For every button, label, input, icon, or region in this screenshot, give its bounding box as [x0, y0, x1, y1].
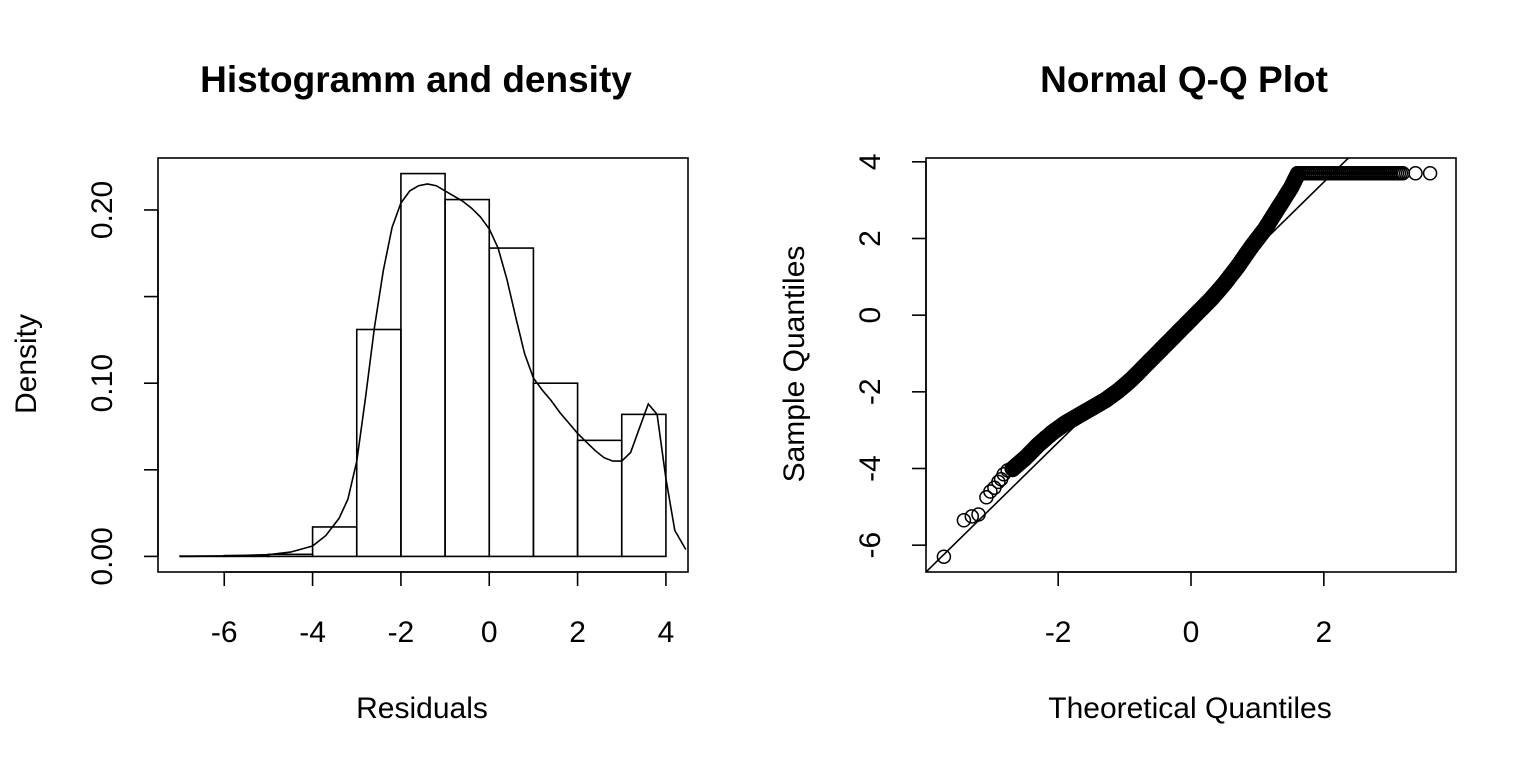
histogram-x-tick-label: 4 [658, 616, 675, 649]
histogram-bar [401, 174, 445, 557]
histogram-x-axis-label: Residuals [356, 692, 488, 725]
histogram-y-axis: 0.00 0.10 0.20 [86, 181, 158, 586]
qq-point [1409, 167, 1422, 180]
histogram-plot-frame [158, 158, 688, 572]
qq-points [937, 167, 1436, 563]
qq-y-tick-label: 2 [854, 230, 887, 247]
qq-x-axis: -2 0 2 [1045, 572, 1332, 649]
histogram-title: Histogramm and density [200, 59, 632, 100]
histogram-x-tick-label: -2 [388, 616, 415, 649]
histogram-y-axis-label: Density [10, 314, 43, 414]
qq-y-tick-label: 0 [854, 307, 887, 324]
histogram-bar [489, 248, 533, 556]
qq-point [957, 514, 970, 527]
histogram-x-tick-label: 0 [481, 616, 498, 649]
histogram-bar [533, 383, 577, 556]
histogram-x-axis: -6 -4 -2 0 2 4 [211, 572, 674, 649]
qq-x-axis-label: Theoretical Quantiles [1048, 692, 1331, 725]
qq-point [1424, 167, 1437, 180]
qq-y-tick-label: -4 [854, 455, 887, 482]
histogram-y-tick-label: 0.10 [86, 354, 119, 412]
qq-y-tick-label: 4 [854, 153, 887, 170]
qq-y-axis-label: Sample Quantiles [778, 246, 811, 483]
qq-y-tick-label: -2 [854, 378, 887, 405]
histogram-bar [357, 329, 401, 556]
density-curve [180, 184, 686, 556]
histogram-bar [445, 200, 489, 557]
histogram-bars [180, 174, 666, 557]
qq-x-tick-label: 0 [1183, 616, 1200, 649]
histogram-x-tick-label: 2 [569, 616, 586, 649]
qq-plot-frame [926, 158, 1456, 572]
histogram-y-tick-label: 0.00 [86, 527, 119, 585]
histogram-bar [578, 440, 622, 556]
histogram-y-tick-label: 0.20 [86, 181, 119, 239]
histogram-x-tick-label: -6 [211, 616, 238, 649]
qq-y-axis: -6 -4 -2 0 2 4 [854, 153, 926, 558]
qq-point [937, 550, 950, 563]
histogram-x-tick-label: -4 [299, 616, 326, 649]
qq-plot-panel: Normal Q-Q Plot Theoretical Quantiles Sa… [778, 59, 1456, 725]
qq-y-tick-label: -6 [854, 532, 887, 559]
qq-x-tick-label: 2 [1315, 616, 1332, 649]
qq-plot-title: Normal Q-Q Plot [1040, 59, 1328, 100]
histogram-panel: Histogramm and density Residuals Density… [10, 59, 688, 725]
qq-x-tick-label: -2 [1045, 616, 1072, 649]
